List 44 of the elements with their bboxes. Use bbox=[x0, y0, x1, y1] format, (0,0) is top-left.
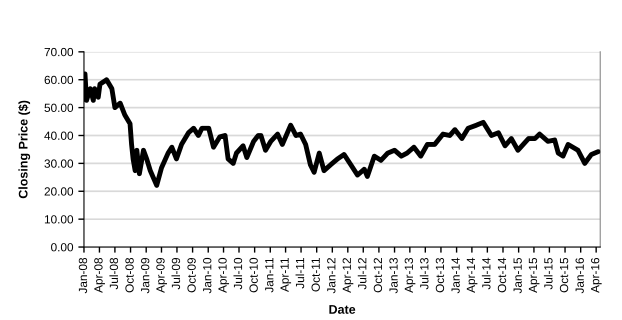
x-tick-label: Apr-15 bbox=[528, 258, 540, 293]
x-tick-label: Jul-14 bbox=[482, 258, 491, 290]
x-tick-label: Apr-10 bbox=[218, 258, 230, 293]
x-tick-label: Oct-12 bbox=[374, 258, 382, 292]
x-axis-title: Date bbox=[329, 305, 356, 314]
x-tick-label: Oct-13 bbox=[436, 258, 444, 292]
x-tick-label: Jul-13 bbox=[420, 258, 428, 290]
x-tick-label: Apr-08 bbox=[94, 258, 105, 293]
x-tick-label: Jul-08 bbox=[109, 258, 118, 290]
y-tick-label: 40.00 bbox=[44, 132, 74, 140]
x-tick-label: Oct-14 bbox=[498, 258, 506, 292]
x-tick-label: Jan-13 bbox=[389, 258, 398, 294]
x-tick-label: Jul-11 bbox=[296, 258, 304, 289]
y-tick-label: 20.00 bbox=[44, 187, 74, 196]
x-tick-label: Jan-15 bbox=[514, 258, 522, 294]
x-tick-label: Apr-12 bbox=[342, 258, 354, 293]
x-tick-label: Oct-08 bbox=[125, 258, 134, 292]
x-tick-label: Oct-15 bbox=[560, 258, 568, 292]
x-tick-label: Oct-09 bbox=[187, 258, 196, 292]
y-axis-title: Closing Price ($) bbox=[18, 100, 30, 198]
y-tick-label: 50.00 bbox=[44, 104, 74, 112]
x-tick-label: Jan-16 bbox=[575, 258, 584, 294]
x-tick-label: Apr-14 bbox=[466, 258, 478, 293]
x-tick-label: Apr-11 bbox=[280, 258, 292, 292]
x-tick-label: Jan-14 bbox=[452, 258, 460, 294]
y-tick-label: 30.00 bbox=[44, 159, 74, 168]
x-tick-label: Jan-11 bbox=[265, 258, 274, 292]
x-tick-label: Jan-08 bbox=[78, 258, 88, 294]
x-tick-label: Oct-10 bbox=[249, 258, 258, 292]
x-tick-label: Jul-10 bbox=[234, 258, 242, 290]
x-tick-label: Jul-12 bbox=[358, 258, 366, 290]
x-tick-label: Jul-15 bbox=[544, 258, 553, 290]
x-tick-label: Jul-09 bbox=[171, 258, 180, 290]
x-tick-label: Apr-13 bbox=[404, 258, 416, 293]
x-tick-label: Jan-12 bbox=[327, 258, 336, 294]
y-tick-label: 10.00 bbox=[44, 215, 74, 224]
x-tick-label: Oct-11 bbox=[311, 258, 320, 292]
x-tick-label: Apr-16 bbox=[590, 258, 602, 293]
y-tick-label: 0.00 bbox=[51, 243, 74, 252]
x-tick-label: Jan-10 bbox=[203, 258, 212, 294]
x-tick-label: Jan-09 bbox=[140, 258, 150, 294]
y-tick-label: 60.00 bbox=[44, 76, 74, 84]
y-tick-label: 70.00 bbox=[44, 48, 74, 56]
x-tick-label: Apr-09 bbox=[156, 258, 167, 293]
